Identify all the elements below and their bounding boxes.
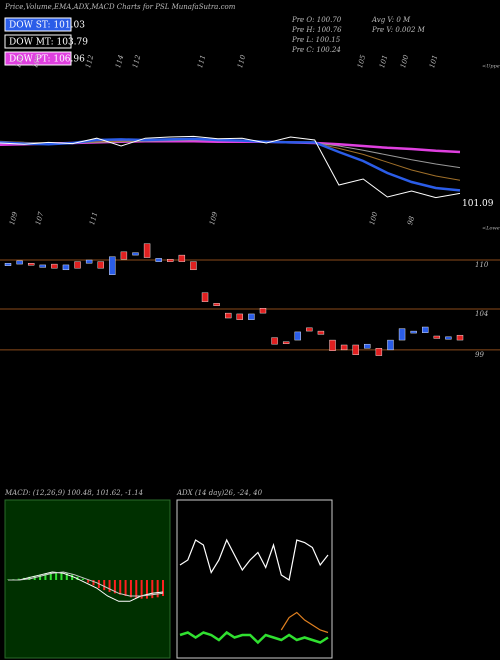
lower-label: 111	[88, 211, 99, 226]
candle	[236, 313, 243, 320]
upper-label: 110	[14, 54, 25, 70]
level-label: 99	[475, 351, 484, 359]
stat: Pre H: 100.76	[291, 26, 342, 34]
lower-label: 109	[8, 211, 19, 227]
upper-label: 105	[356, 54, 367, 70]
candle	[445, 336, 452, 340]
candle	[190, 261, 197, 271]
upper-label: 100	[399, 54, 410, 70]
candle	[201, 292, 209, 302]
last-price: 101.09	[462, 199, 494, 209]
legend-label: DOW PT: 106.96	[9, 55, 85, 65]
upper-label: 101	[378, 54, 389, 69]
candle	[120, 251, 128, 260]
legend-box	[4, 17, 72, 32]
candle	[248, 313, 255, 320]
stat: Avg V: 0 M	[371, 16, 411, 24]
lower-label: 107	[34, 211, 45, 227]
candle	[62, 264, 70, 271]
candle	[213, 303, 220, 306]
stat: Pre C: 100.24	[291, 46, 341, 54]
level-label: 104	[475, 310, 488, 318]
candle	[422, 326, 429, 333]
candle	[271, 337, 278, 345]
lower-label: 98	[406, 215, 416, 226]
candle	[329, 339, 336, 351]
candle	[340, 344, 348, 351]
candle	[398, 328, 406, 341]
legend-label: DOW ST: 101.03	[9, 21, 85, 31]
candle	[178, 254, 186, 262]
lower-label: 109	[208, 211, 219, 227]
stat: Pre V: 0.002 M	[371, 26, 426, 34]
candle	[387, 339, 394, 351]
level-label: 110	[475, 261, 489, 269]
upper-label: 101	[428, 54, 439, 69]
candle	[352, 344, 359, 355]
candle	[109, 256, 116, 275]
adx-line	[179, 630, 329, 645]
ema-line	[0, 135, 461, 199]
candle	[85, 259, 93, 264]
candle	[16, 260, 23, 265]
candle	[27, 263, 35, 266]
candle	[132, 252, 139, 256]
legend-box	[4, 34, 72, 49]
upper-label: 112	[131, 54, 142, 70]
upper-label: 109	[31, 54, 42, 70]
candle	[74, 261, 81, 269]
candle	[364, 343, 371, 349]
macd-title: MACD: (12,26,9) 100.48, 101.62, -1.14	[4, 489, 143, 497]
upper-label: 110	[236, 54, 247, 70]
upper-label: 114	[114, 54, 125, 69]
candle	[167, 258, 174, 262]
lower-label: 100	[368, 211, 379, 227]
adx-title: ADX (14 day)26, -24, 40	[176, 489, 263, 497]
candle	[410, 330, 417, 334]
candle	[143, 243, 151, 258]
stat: Pre L: 100.15	[291, 36, 341, 44]
upper-tag: <Upper	[482, 64, 500, 70]
upper-label: 112	[84, 54, 95, 70]
candle	[97, 261, 104, 269]
candle	[259, 308, 267, 314]
candle	[4, 263, 12, 266]
candle	[155, 258, 162, 262]
chart-title: Price,Volume,EMA,ADX,MACD Charts for PSL…	[4, 3, 236, 11]
candle	[282, 341, 290, 344]
candle	[456, 334, 464, 341]
candle	[317, 330, 325, 335]
candle	[375, 348, 383, 356]
adx-line	[179, 538, 329, 581]
candle	[225, 312, 232, 319]
stat: Pre O: 100.70	[291, 16, 342, 24]
signal-line	[8, 571, 164, 597]
legend-box	[4, 51, 72, 66]
legend-label: DOW MT: 103.79	[9, 38, 88, 48]
candle	[294, 331, 301, 341]
macd-line	[8, 571, 164, 602]
candle	[39, 264, 46, 268]
candle	[306, 327, 313, 332]
lower-tag: <Lower	[482, 226, 500, 232]
adx-line	[280, 611, 329, 634]
candle	[51, 263, 58, 269]
candle	[433, 335, 441, 339]
upper-label: 111	[196, 54, 207, 69]
